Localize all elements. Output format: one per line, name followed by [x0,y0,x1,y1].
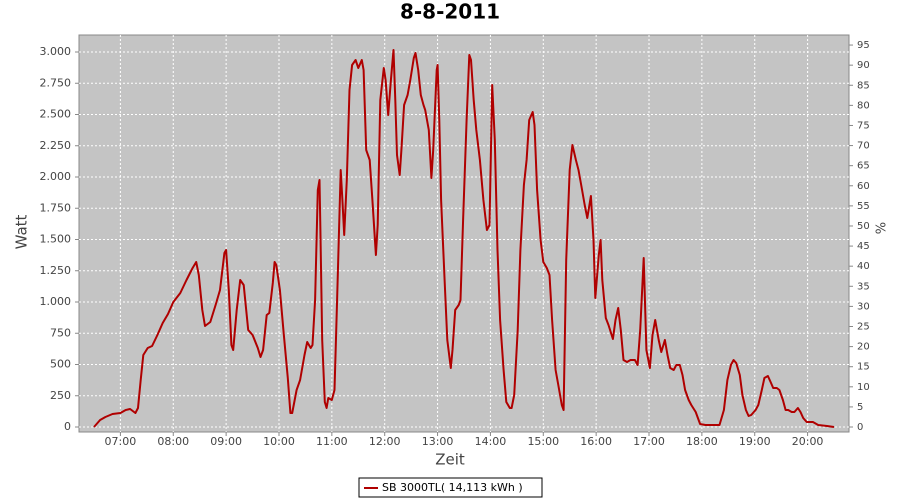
y2-tick-label: 85 [857,80,870,91]
y-tick-label: 750 [50,326,71,339]
x-tick-label: 09:00 [210,435,242,448]
y2-tick-label: 40 [857,261,870,272]
y-tick-label: 2.750 [40,76,72,89]
y2-tick-label: 75 [857,120,870,131]
y2-tick-label: 0 [857,422,863,433]
y-tick-label: 2.250 [40,139,72,152]
y2-tick-label: 55 [857,201,870,212]
y2-tick-label: 5 [857,402,863,413]
x-axis-title: Zeit [435,451,465,469]
y2-tick-label: 70 [857,141,870,152]
series-line [93,49,835,428]
y2-tick-label: 25 [857,321,870,332]
plot-area [78,34,850,433]
y-tick-label: 2.500 [40,108,72,121]
x-tick-label: 08:00 [157,435,189,448]
y2-tick-label: 50 [857,221,870,232]
y-tick-label: 1.750 [40,201,72,214]
y-tick-label: 250 [50,389,71,402]
chart-title: 8-8-2011 [400,0,500,24]
x-tick-label: 17:00 [633,435,665,448]
x-tick-label: 07:00 [105,435,137,448]
x-tick-label: 16:00 [580,435,612,448]
x-tick-label: 20:00 [792,435,824,448]
y-tick-label: 2.000 [40,170,72,183]
y2-tick-label: 95 [857,40,870,51]
y2-tick-label: 30 [857,301,870,312]
x-tick-label: 19:00 [739,435,771,448]
legend-box [358,477,543,498]
y2-tick-label: 20 [857,342,870,353]
y-tick-label: 3.000 [40,45,72,58]
x-tick-label: 12:00 [369,435,401,448]
y2-tick-label: 80 [857,100,870,111]
y2-tick-label: 35 [857,281,870,292]
y2-tick-label: 65 [857,161,870,172]
y-tick-label: 1.000 [40,295,72,308]
x-tick-label: 10:00 [263,435,295,448]
y-axis-title: Watt [13,214,31,249]
y-tick-label: 1.500 [40,233,72,246]
y2-tick-label: 45 [857,241,870,252]
y2-axis-title: % [875,222,890,234]
x-tick-label: 14:00 [475,435,507,448]
x-tick-label: 15:00 [527,435,559,448]
legend-label: SB 3000TL( 14,113 kWh ) [382,481,523,494]
y-tick-label: 1.250 [40,264,72,277]
x-tick-label: 18:00 [686,435,718,448]
legend: SB 3000TL( 14,113 kWh ) [358,477,543,498]
y-tick-label: 0 [64,420,71,433]
y2-tick-label: 90 [857,60,870,71]
y2-tick-label: 60 [857,181,870,192]
y2-tick-label: 10 [857,382,870,393]
y-tick-label: 500 [50,358,71,371]
y2-tick-label: 15 [857,362,870,373]
x-tick-label: 13:00 [422,435,454,448]
x-tick-label: 11:00 [316,435,348,448]
